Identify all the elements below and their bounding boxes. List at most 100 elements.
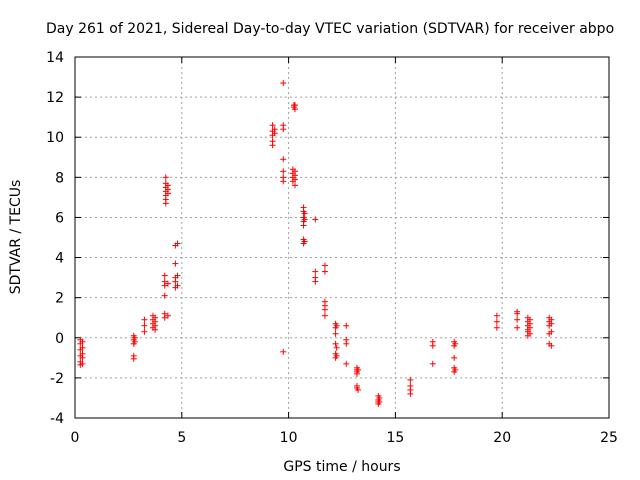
data-point — [141, 316, 148, 323]
data-point — [161, 282, 168, 289]
data-point — [79, 338, 86, 345]
data-point — [493, 318, 500, 325]
y-tick-label: 12 — [46, 90, 64, 106]
data-point — [292, 182, 299, 189]
data-point — [174, 272, 181, 279]
data-point — [332, 330, 339, 337]
data-point — [141, 322, 148, 329]
plot-frame — [74, 56, 610, 419]
data-point — [164, 280, 171, 287]
data-point — [301, 210, 308, 217]
data-point — [407, 376, 414, 383]
data-point — [280, 348, 287, 355]
data-point — [429, 360, 436, 367]
data-point — [161, 314, 168, 321]
data-point — [321, 312, 328, 319]
data-point — [452, 340, 459, 347]
y-tick-label: 6 — [55, 210, 64, 226]
data-point — [301, 238, 308, 245]
data-point — [300, 222, 307, 229]
data-point — [130, 355, 137, 362]
data-point — [321, 306, 328, 313]
data-point — [353, 370, 360, 377]
x-tick-label: 20 — [493, 430, 511, 446]
x-tick-label: 0 — [71, 430, 80, 446]
data-point — [355, 386, 362, 393]
data-point — [312, 216, 319, 223]
data-point — [355, 366, 362, 373]
x-tick-label: 25 — [600, 430, 618, 446]
data-point — [493, 324, 500, 331]
data-point — [79, 354, 86, 361]
x-axis-title: GPS time / hours — [283, 459, 400, 475]
data-point — [343, 322, 350, 329]
data-point — [333, 344, 340, 351]
data-point — [407, 390, 414, 397]
data-point — [79, 344, 86, 351]
data-point — [172, 260, 179, 267]
y-tick-label: 4 — [55, 251, 64, 267]
data-point — [429, 342, 436, 349]
y-tick-label: -2 — [50, 371, 64, 387]
data-point — [343, 340, 350, 347]
data-point — [164, 312, 171, 319]
y-tick-label: -4 — [50, 411, 64, 427]
y-tick-label: 10 — [46, 130, 64, 146]
data-point — [172, 278, 179, 285]
y-tick-label: 8 — [55, 170, 64, 186]
data-point — [321, 268, 328, 275]
axis-ticks — [74, 56, 610, 419]
y-tick-label: 2 — [55, 291, 64, 307]
data-point — [343, 360, 350, 367]
data-point — [333, 352, 340, 359]
data-point — [152, 326, 159, 333]
data-point — [292, 102, 299, 109]
data-point — [333, 322, 340, 329]
data-point — [161, 272, 168, 279]
x-tick-label: 10 — [280, 430, 298, 446]
data-point — [548, 342, 555, 349]
data-point — [164, 190, 171, 197]
data-point — [493, 312, 500, 319]
data-point — [280, 168, 287, 175]
data-point — [514, 324, 521, 331]
data-point — [332, 340, 339, 347]
x-tick-label: 15 — [386, 430, 404, 446]
data-point — [141, 328, 148, 335]
axis-tick-labels: 0 5 10 15 20 25 -4 -2 0 2 4 6 8 10 12 14 — [46, 50, 618, 446]
data-point — [162, 200, 169, 207]
data-point — [161, 292, 168, 299]
data-point — [79, 360, 86, 367]
data-point — [514, 316, 521, 323]
data-point — [131, 338, 138, 345]
data-point — [280, 80, 287, 87]
data-point — [162, 174, 169, 181]
data-point — [269, 122, 276, 129]
grid-lines — [75, 57, 609, 418]
y-tick-label: 14 — [46, 50, 64, 66]
data-point — [280, 126, 287, 133]
data-point — [526, 330, 533, 337]
data-point — [292, 176, 299, 183]
data-point — [280, 156, 287, 163]
data-point — [269, 142, 276, 149]
data-point — [174, 240, 181, 247]
y-axis-title: SDTVAR / TECUs — [8, 180, 24, 295]
data-point — [280, 178, 287, 185]
y-tick-label: 0 — [55, 331, 64, 347]
data-points — [77, 80, 555, 407]
data-point — [312, 268, 319, 275]
data-point — [376, 398, 383, 405]
data-point — [271, 130, 278, 137]
data-point — [526, 324, 533, 331]
data-point — [451, 354, 458, 361]
data-point — [514, 310, 521, 317]
x-tick-label: 5 — [177, 430, 186, 446]
data-point — [312, 278, 319, 285]
data-point — [548, 328, 555, 335]
chart-title: Day 261 of 2021, Sidereal Day-to-day VTE… — [46, 21, 614, 37]
data-point — [321, 262, 328, 269]
data-point — [174, 282, 181, 289]
data-point — [452, 366, 459, 373]
